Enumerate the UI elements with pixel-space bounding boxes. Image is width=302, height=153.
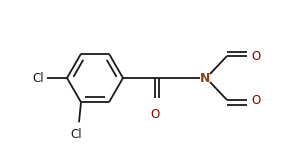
- Text: Cl: Cl: [70, 128, 82, 141]
- Text: O: O: [251, 93, 260, 106]
- Text: Cl: Cl: [32, 71, 44, 84]
- Text: O: O: [251, 50, 260, 62]
- Text: O: O: [150, 108, 160, 121]
- Text: N: N: [200, 71, 210, 84]
